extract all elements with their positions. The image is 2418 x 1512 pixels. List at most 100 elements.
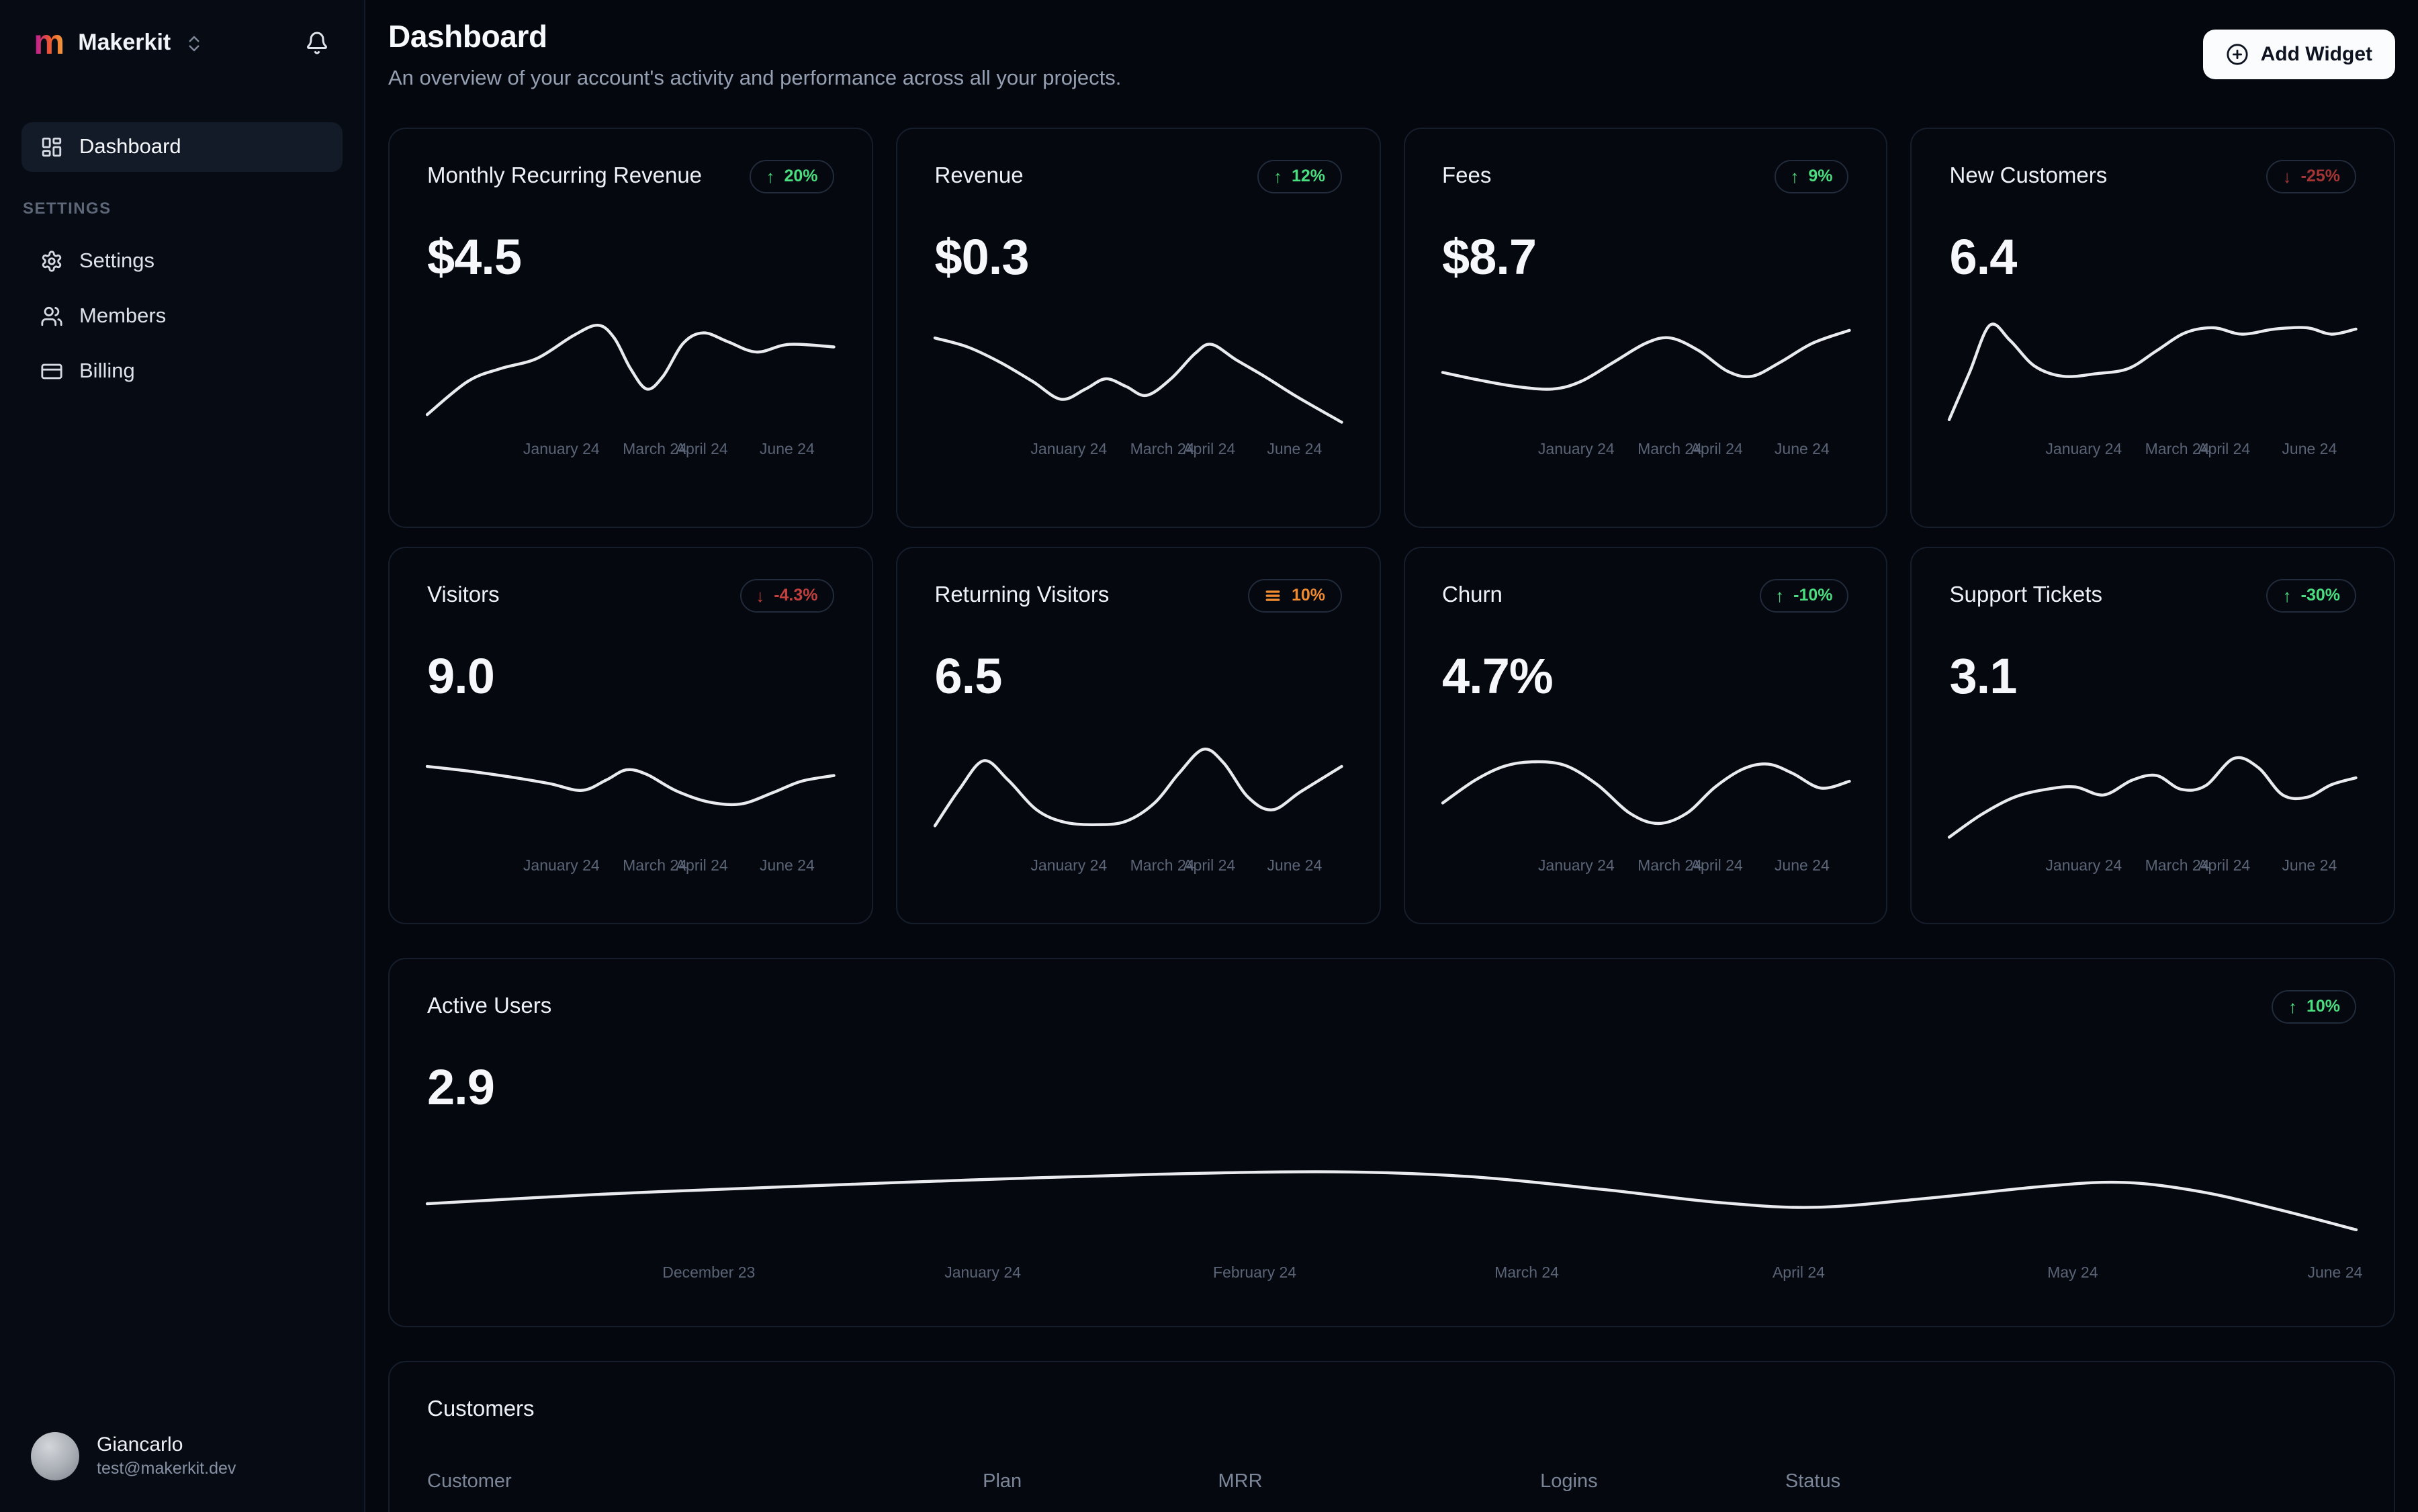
x-axis-label: March 24 <box>623 858 687 875</box>
x-axis-label: June 24 <box>1267 858 1323 875</box>
gear-icon <box>40 251 63 273</box>
metric-title: Monthly Recurring Revenue <box>427 164 703 188</box>
sidebar-item-dashboard[interactable]: Dashboard <box>21 122 343 173</box>
sidebar-header: m Makerkit <box>0 0 364 59</box>
metric-chart: January 24 March 24 April 24 June 24 <box>1442 302 1849 462</box>
x-axis-label: April 24 <box>1183 858 1236 875</box>
column-header-mrr: MRR <box>1218 1471 1263 1493</box>
x-axis-label: December 23 <box>662 1265 756 1282</box>
metric-chart: January 24 March 24 April 24 June 24 <box>935 302 1342 462</box>
workspace-name: Makerkit <box>78 29 171 55</box>
metric-value: 6.4 <box>1949 230 2018 285</box>
circle-plus-icon <box>2226 43 2249 66</box>
sidebar-item-billing[interactable]: Billing <box>21 347 343 397</box>
sidebar-item-settings[interactable]: Settings <box>21 237 343 287</box>
settings-section-heading: SETTINGS <box>23 199 111 218</box>
x-axis-label: April 24 <box>675 442 728 458</box>
customers-title: Customers <box>427 1397 535 1421</box>
dashboard-icon <box>40 136 63 159</box>
arrow-up-icon: ↑ <box>1775 586 1785 606</box>
metric-title: New Customers <box>1949 164 2108 188</box>
trend-value: 10% <box>2306 997 2340 1016</box>
trend-badge: ↑ 9% <box>1774 160 1849 193</box>
x-axis-label: March 24 <box>1638 858 1702 875</box>
trend-badge: ↑ -10% <box>1759 579 1849 613</box>
x-axis-label: January 24 <box>1537 858 1615 875</box>
credit-card-icon <box>40 361 63 384</box>
metric-title: Visitors <box>427 583 500 607</box>
workspace-switcher[interactable]: m Makerkit <box>34 24 305 59</box>
x-axis: December 23 January 24 February 24 March 24… <box>427 1265 2362 1286</box>
main-content: Dashboard An overview of your account's … <box>365 0 2418 1512</box>
metric-title: Churn <box>1442 583 1503 607</box>
metric-title: Support Tickets <box>1949 583 2102 607</box>
trend-value: 12% <box>1291 167 1325 185</box>
x-axis: January 24 March 24 April 24 June 24 <box>427 442 834 462</box>
x-axis-label: March 24 <box>1494 1265 1559 1282</box>
sidebar-item-label: Settings <box>79 249 155 273</box>
x-axis-label: March 24 <box>623 442 687 458</box>
arrow-up-icon: ↑ <box>2282 586 2292 606</box>
x-axis-label: January 24 <box>1030 858 1108 875</box>
sparkline-chart <box>1442 302 1849 430</box>
metric-card-support-tickets: Support Tickets ↑ -30% 3.1 January 24 March 2… <box>1910 547 2395 924</box>
sidebar-item-label: Dashboard <box>79 135 181 159</box>
arrow-up-icon: ↑ <box>1273 167 1282 187</box>
trend-badge: ↑ 20% <box>750 160 834 193</box>
metrics-grid: Monthly Recurring Revenue ↑ 20% $4.5 January… <box>388 128 2395 924</box>
x-axis: January 24 March 24 April 24 June 24 <box>935 858 1342 879</box>
trend-badge: ↓ -4.3% <box>740 579 834 613</box>
x-axis-label: January 24 <box>1030 442 1108 458</box>
trend-lines-icon <box>1266 590 1281 601</box>
sparkline-chart <box>1442 732 1849 846</box>
column-header-logins: Logins <box>1540 1471 1598 1493</box>
user-menu[interactable]: Giancarlo test@makerkit.dev <box>31 1432 236 1480</box>
notifications-button[interactable] <box>305 30 329 54</box>
sparkline-chart <box>427 732 834 846</box>
x-axis-label: June 24 <box>2307 1265 2363 1282</box>
x-axis-label: April 24 <box>675 858 728 875</box>
metric-value: $8.7 <box>1442 230 1537 285</box>
x-axis: January 24 March 24 April 24 June 24 <box>1442 858 1849 879</box>
x-axis-label: April 24 <box>1690 858 1743 875</box>
sidebar-nav: Dashboard SETTINGS Settings Members Bill… <box>0 122 364 397</box>
user-name: Giancarlo <box>97 1433 183 1456</box>
metric-chart: January 24 March 24 April 24 June 24 <box>427 302 834 462</box>
user-email: test@makerkit.dev <box>97 1459 236 1478</box>
column-header-customer: Customer <box>427 1471 512 1493</box>
trend-value: -4.3% <box>774 586 818 605</box>
metric-card-visitors: Visitors ↓ -4.3% 9.0 January 24 March 24 April… <box>388 547 873 924</box>
x-axis-label: March 24 <box>2145 858 2210 875</box>
x-axis-label: March 24 <box>2145 442 2210 458</box>
trend-value: 10% <box>1291 586 1325 605</box>
sparkline-chart <box>1950 732 2357 846</box>
sidebar-item-label: Billing <box>79 359 135 383</box>
metric-title: Active Users <box>427 994 552 1018</box>
trend-badge: ↑ -30% <box>2266 579 2356 613</box>
trend-value: 20% <box>784 167 818 185</box>
sidebar-item-label: Members <box>79 304 167 328</box>
sidebar-item-members[interactable]: Members <box>21 292 343 342</box>
arrow-down-icon: ↓ <box>756 586 765 606</box>
x-axis-label: March 24 <box>1638 442 1702 458</box>
x-axis-label: March 24 <box>1130 858 1195 875</box>
x-axis-label: June 24 <box>1774 858 1830 875</box>
add-widget-button[interactable]: Add Widget <box>2202 30 2395 79</box>
trend-value: -10% <box>1793 586 1833 605</box>
page-header: Dashboard An overview of your account's … <box>388 19 2395 91</box>
x-axis-label: June 24 <box>1267 442 1323 458</box>
metric-chart: January 24 March 24 April 24 June 24 <box>1442 732 1849 879</box>
page-title: Dashboard <box>388 19 547 54</box>
x-axis-label: January 24 <box>2045 442 2122 458</box>
trend-badge: ↑ 10% <box>2272 990 2356 1024</box>
metric-card-churn: Churn ↑ -10% 4.7% January 24 March 24 April 24… <box>1403 547 1888 924</box>
active-users-card: Active Users ↑ 10% 2.9 December 23 January… <box>388 958 2395 1327</box>
x-axis-label: January 24 <box>1537 442 1615 458</box>
trend-value: 9% <box>1808 167 1833 185</box>
x-axis: January 24 March 24 April 24 June 24 <box>1950 442 2357 462</box>
x-axis-label: April 24 <box>1772 1265 1825 1282</box>
arrow-up-icon: ↑ <box>766 167 775 187</box>
arrow-up-icon: ↑ <box>2288 997 2297 1017</box>
x-axis-label: June 24 <box>1774 442 1830 458</box>
metric-value: 2.9 <box>427 1060 495 1115</box>
